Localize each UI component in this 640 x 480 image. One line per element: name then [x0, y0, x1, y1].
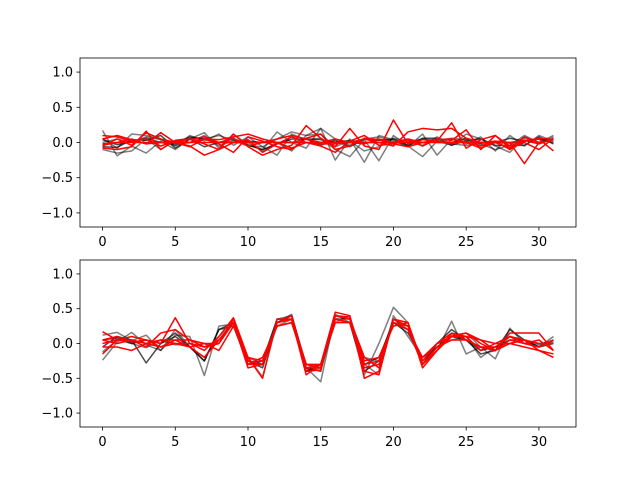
series-group	[101, 306, 555, 383]
x-tick-label: 30	[531, 235, 548, 250]
y-tick-label: −1.0	[41, 206, 73, 221]
y-tick-label: 0.5	[52, 302, 73, 317]
subplot-bottom: 0 5 10 15 20 25 30 −1.0 −0.5 0.0 0.5 1.0	[41, 259, 577, 450]
x-tick-label: 20	[385, 435, 402, 450]
x-tick-label: 20	[385, 235, 402, 250]
x-tick-label: 5	[171, 435, 179, 450]
x-tick-label: 25	[458, 235, 475, 250]
y-tick-label: 1.0	[52, 66, 73, 81]
x-tick-label: 25	[458, 435, 475, 450]
y-tick-label: −0.5	[41, 171, 73, 186]
series-line-11	[102, 321, 554, 369]
x-tick-label: 30	[531, 435, 548, 450]
x-tick-label: 10	[240, 235, 257, 250]
x-tick-label: 0	[98, 435, 106, 450]
y-tick-label: 0.5	[52, 101, 73, 116]
x-tick-label: 5	[171, 235, 179, 250]
y-tick-label: 1.0	[52, 267, 73, 282]
subplot-top: 0 5 10 15 20 25 30 −1.0 −0.5 0.0 0.5 1.0	[41, 57, 577, 250]
x-tick-label: 0	[98, 235, 106, 250]
x-tick-label: 15	[312, 235, 329, 250]
series-group	[101, 119, 554, 165]
y-tick-label: −1.0	[41, 407, 73, 422]
series-line-12	[102, 138, 554, 165]
x-tick-label: 15	[312, 435, 329, 450]
series-line-11	[102, 133, 554, 149]
y-tick-label: −0.5	[41, 372, 73, 387]
y-tick-label: 0.0	[52, 136, 73, 151]
y-tick-label: 0.0	[52, 337, 73, 352]
x-tick-label: 10	[240, 435, 257, 450]
